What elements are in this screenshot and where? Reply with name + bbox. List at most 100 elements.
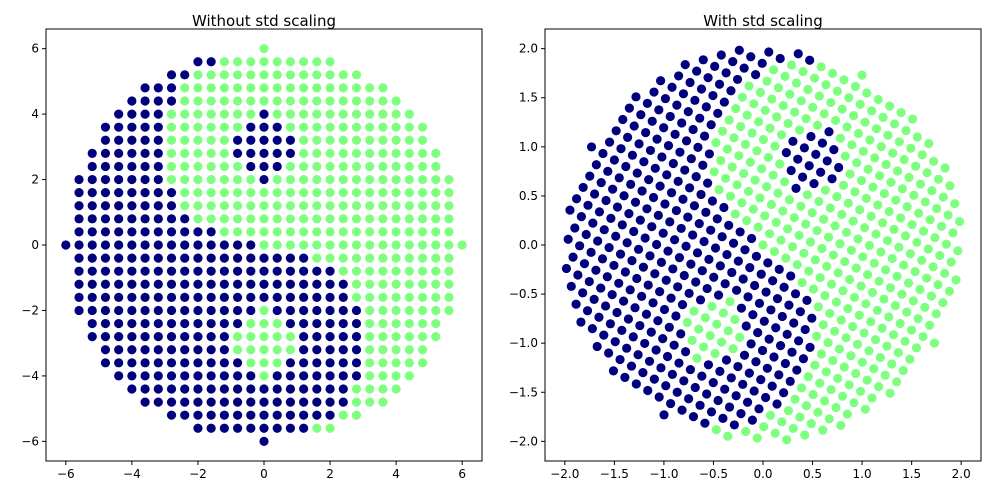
scatter-point: [650, 163, 660, 173]
scatter-point: [756, 375, 766, 385]
scatter-point: [703, 178, 713, 188]
scatter-point: [718, 308, 729, 318]
scatter-point: [431, 266, 441, 276]
scatter-point: [683, 212, 693, 222]
scatter-point: [114, 174, 124, 185]
scatter-point: [835, 239, 845, 249]
scatter-point: [431, 292, 441, 302]
scatter-point: [946, 257, 956, 267]
scatter-point: [851, 263, 861, 273]
scatter-point: [792, 260, 802, 270]
scatter-point: [219, 253, 229, 263]
scatter-point: [663, 246, 673, 256]
scatter-point: [259, 423, 269, 433]
scatter-point: [285, 371, 296, 381]
scatter-point: [325, 305, 335, 316]
scatter-point: [769, 352, 779, 362]
scatter-point: [584, 276, 594, 287]
scatter-point: [272, 201, 282, 211]
scatter-point: [771, 217, 781, 227]
x-tick-label: −1.5: [600, 467, 629, 481]
scatter-point: [391, 148, 401, 158]
scatter-point: [798, 354, 809, 364]
scatter-point: [404, 305, 414, 316]
scatter-point: [246, 135, 256, 145]
scatter-point: [351, 240, 362, 250]
scatter-point: [761, 287, 771, 297]
scatter-point: [219, 122, 229, 132]
scatter-point: [785, 376, 795, 386]
scatter-point: [790, 394, 800, 404]
scatter-point: [816, 167, 826, 177]
scatter-point: [720, 279, 730, 289]
scatter-point: [784, 300, 794, 310]
scatter-point: [404, 253, 414, 263]
scatter-point: [591, 265, 601, 275]
scatter-point: [808, 389, 818, 400]
scatter-point: [285, 201, 296, 211]
scatter-point: [891, 195, 901, 205]
scatter-point: [259, 188, 269, 198]
scatter-point: [726, 86, 736, 96]
scatter-point: [232, 371, 243, 381]
scatter-point: [656, 257, 667, 267]
scatter-point: [259, 410, 269, 420]
scatter-point: [850, 81, 860, 92]
scatter-point: [713, 290, 724, 300]
scatter-point: [719, 97, 729, 107]
scatter-point: [193, 188, 203, 198]
scatter-point: [338, 345, 348, 355]
scatter-point: [853, 128, 864, 139]
scatter-point: [742, 216, 752, 226]
scatter-point: [259, 83, 269, 93]
scatter-point: [817, 138, 828, 148]
scatter-point: [828, 250, 838, 260]
scatter-point: [871, 229, 881, 239]
scatter-point: [166, 135, 177, 145]
scatter-point: [232, 201, 243, 211]
scatter-point: [232, 240, 243, 250]
scatter-point: [706, 120, 716, 130]
scatter-point: [795, 307, 805, 317]
scatter-point: [180, 174, 190, 185]
scatter-point: [232, 397, 243, 407]
scatter-point: [74, 201, 84, 211]
scatter-point: [246, 253, 256, 263]
scatter-point: [285, 423, 296, 433]
scatter-point: [851, 368, 861, 379]
scatter-point: [680, 165, 690, 175]
scatter-point: [607, 290, 617, 300]
scatter-point: [100, 358, 111, 368]
scatter-point: [692, 353, 702, 363]
scatter-point: [232, 410, 243, 420]
scatter-point: [828, 355, 838, 366]
scatter-point: [859, 223, 870, 233]
scatter-point: [206, 57, 216, 67]
scatter-point: [767, 381, 777, 391]
scatter-point: [614, 173, 624, 183]
scatter-point: [285, 332, 296, 342]
scatter-point: [272, 279, 282, 289]
scatter-point: [623, 314, 634, 324]
scatter-point: [206, 96, 216, 106]
scatter-point: [730, 314, 740, 325]
scatter-point: [821, 367, 831, 377]
scatter-point: [773, 83, 784, 93]
scatter-point: [664, 322, 674, 332]
scatter-point: [325, 240, 335, 250]
scatter-point: [259, 57, 269, 67]
scatter-point: [705, 331, 715, 341]
scatter-point: [351, 266, 362, 276]
scatter-point: [744, 368, 754, 378]
scatter-point: [166, 397, 177, 407]
scatter-point: [299, 240, 309, 250]
scatter-point: [771, 323, 781, 333]
scatter-point: [193, 83, 203, 93]
scatter-point: [749, 386, 759, 396]
scatter-point: [206, 201, 216, 211]
axis-ticks-left: −6 −4 −2 0 2 4 6 −6 −4 −2 0 2 4 6: [21, 42, 466, 481]
scatter-point: [830, 115, 841, 126]
scatter-point: [404, 371, 414, 381]
scatter-point: [351, 122, 362, 132]
scatter-point: [100, 135, 111, 145]
